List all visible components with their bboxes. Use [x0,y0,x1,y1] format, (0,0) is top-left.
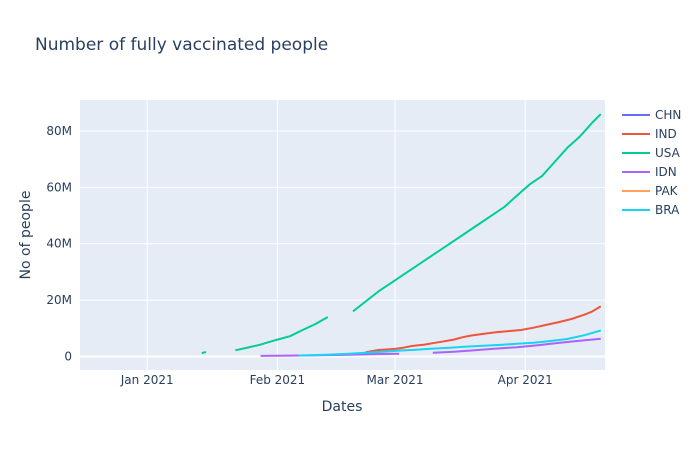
legend-label-chn: CHN [655,108,681,122]
legend-label-idn: IDN [655,165,677,179]
legend-label-usa: USA [655,146,681,160]
y-tick-labels: 0 20M 40M 60M 80M [46,124,72,363]
legend-label-pak: PAK [655,184,679,198]
x-tick-label: Mar 2021 [367,373,424,387]
y-tick-label: 0 [64,349,72,363]
x-tick-label: Feb 2021 [250,373,306,387]
y-tick-label: 40M [46,237,72,251]
legend: CHN IND USA IDN PAK BRA [622,108,681,217]
grid [80,100,605,370]
y-axis-label: No of people [18,191,34,280]
y-tick-label: 20M [46,293,72,307]
series-line-usa [201,113,602,355]
legend-label-ind: IND [655,127,677,141]
series-line-bra [298,329,602,357]
y-tick-label: 80M [46,124,72,138]
chart-title: Number of fully vaccinated people [35,35,328,55]
x-tick-label: Jan 2021 [120,373,174,387]
y-tick-label: 60M [46,180,72,194]
legend-label-bra: BRA [655,203,680,217]
x-tick-label: Apr 2021 [498,373,553,387]
x-tick-labels: Jan 2021 Feb 2021 Mar 2021 Apr 2021 [120,373,553,387]
x-axis-label: Dates [322,399,363,415]
series-lines [201,113,602,357]
plot-background [80,100,605,370]
series-line-ind [365,305,602,354]
